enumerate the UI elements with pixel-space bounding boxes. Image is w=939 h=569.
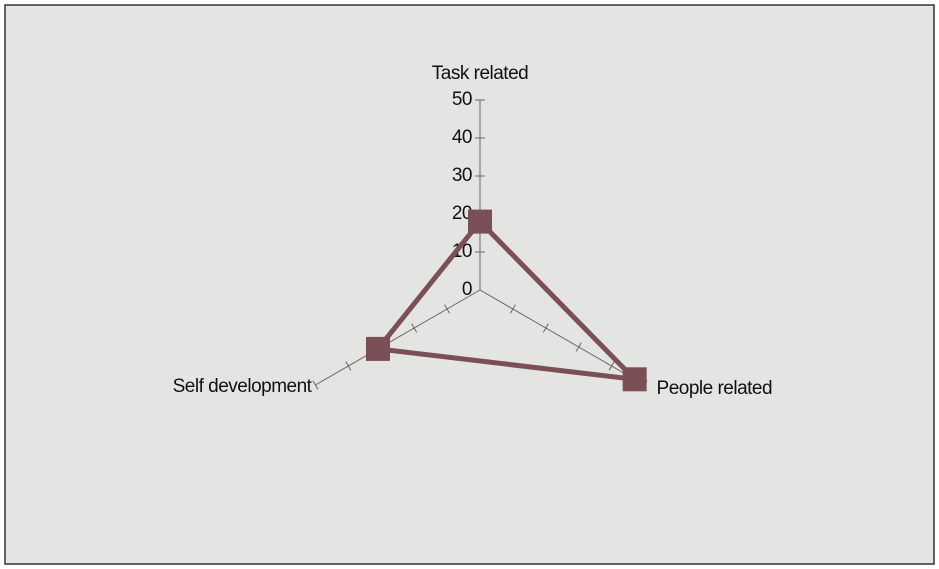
tick-label: 40 <box>452 127 472 148</box>
category-label: People related <box>657 378 773 399</box>
data-marker <box>622 367 647 392</box>
category-label: Self development <box>173 376 313 397</box>
data-marker <box>468 209 492 234</box>
tick-mark <box>411 323 418 333</box>
axis-line <box>315 289 481 386</box>
tick-mark <box>608 361 615 371</box>
tick-mark <box>509 304 516 314</box>
tick-label: 50 <box>452 89 472 110</box>
tick-mark <box>312 380 319 390</box>
tick-label: 0 <box>462 279 472 300</box>
tick-label: 10 <box>452 241 472 262</box>
axis-line <box>479 289 645 386</box>
tick-mark <box>542 323 549 333</box>
tick-mark <box>444 304 451 314</box>
category-label: Task related <box>432 63 528 84</box>
data-marker <box>365 336 390 361</box>
chart-frame <box>4 4 935 565</box>
tick-mark <box>345 361 352 371</box>
series-line <box>375 219 638 382</box>
tick-mark <box>575 342 582 352</box>
tick-label: 20 <box>452 203 472 224</box>
tick-label: 30 <box>452 165 472 186</box>
